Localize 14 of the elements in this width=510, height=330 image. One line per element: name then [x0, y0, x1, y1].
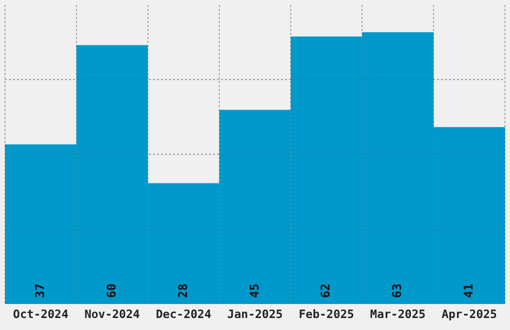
- x-tick-label: Apr-2025: [442, 307, 498, 321]
- data-label: 62: [318, 284, 333, 298]
- x-tick-label: Dec-2024: [156, 307, 212, 321]
- data-label: 45: [247, 284, 262, 298]
- data-label: 37: [32, 284, 47, 298]
- x-tick-label: Feb-2025: [298, 307, 354, 321]
- data-label: 60: [104, 284, 118, 298]
- data-label: 63: [390, 284, 404, 298]
- x-tick-label: Jan-2025: [227, 307, 283, 321]
- data-label: 28: [176, 284, 190, 298]
- data-label: 41: [462, 284, 476, 298]
- x-tick-label: Oct-2024: [13, 307, 68, 321]
- x-tick-label: Nov-2024: [84, 307, 140, 321]
- x-tick-label: Mar-2025: [370, 307, 426, 321]
